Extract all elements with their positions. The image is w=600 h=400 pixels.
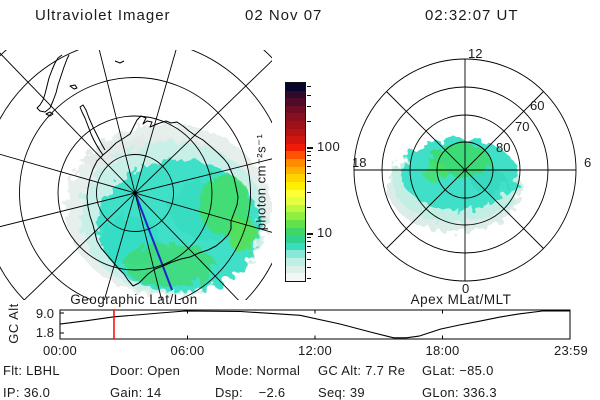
strip-xtick-label: 00:00 — [42, 343, 78, 358]
aurora-image-apex — [388, 138, 522, 232]
colorbar-label: photon cm⁻²s⁻¹ — [253, 133, 268, 231]
status-gcalt: GC Alt: 7.7 Re — [318, 363, 406, 378]
aurora-image-geographic — [66, 124, 270, 296]
strip-tick-marks — [60, 310, 443, 339]
colorbar — [285, 82, 306, 282]
geographic-caption: Geographic Lat/Lon — [70, 292, 198, 307]
status-gain: Gain: 14 — [110, 385, 162, 400]
apex-dial-panel: 12 18 6 0 60 70 80 — [352, 46, 591, 296]
mlat-label-60: 60 — [530, 98, 544, 113]
status-dsp: Dsp: −2.6 — [215, 385, 286, 400]
mlat-label-80: 80 — [496, 140, 510, 155]
ytick-9: 9.0 — [35, 306, 54, 321]
header-date: 02 Nov 07 — [245, 7, 323, 24]
mlt-label-0: 0 — [462, 281, 469, 296]
strip-frame — [59, 309, 571, 340]
page-title: Ultraviolet Imager — [35, 7, 171, 24]
status-flt: Flt: LBHL — [3, 363, 60, 378]
status-glat: GLat: −85.0 — [422, 363, 494, 378]
header-time: 02:32:07 UT — [425, 7, 519, 24]
status-door: Door: Open — [110, 363, 181, 378]
gc-alt-ylabel-wrap: GC Alt — [0, 302, 26, 344]
mlat-label-70: 70 — [515, 119, 529, 134]
status-seq: Seq: 39 — [318, 385, 365, 400]
geographic-map-panel — [0, 50, 272, 300]
mlt-label-12: 12 — [468, 46, 482, 61]
status-ip: IP: 36.0 — [3, 385, 51, 400]
strip-xtick-label: 12:00 — [297, 343, 333, 358]
status-mode: Mode: Normal — [215, 363, 301, 378]
colorbar-label-wrap: photon cm⁻²s⁻¹ — [248, 82, 274, 282]
ytick-1-8: 1.8 — [35, 325, 54, 340]
colorbar-ticks: 100 10 — [307, 82, 347, 282]
mlt-label-18: 18 — [352, 155, 366, 170]
mlt-label-6: 6 — [584, 155, 591, 170]
apex-grid — [353, 58, 577, 282]
coastlines — [36, 54, 239, 287]
strip-xtick-label: 18:00 — [425, 343, 460, 358]
geographic-grid — [0, 50, 272, 300]
gc-alt-strip — [59, 309, 571, 340]
colorbar-tick-label: 10 — [317, 225, 333, 240]
satellite-track-line — [134, 192, 173, 291]
gc-alt-curve — [59, 310, 570, 339]
colorbar-tick-label: 100 — [317, 139, 341, 154]
apex-caption: Apex MLat/MLT — [410, 292, 512, 307]
strip-xtick-label: 23:59 — [553, 343, 589, 358]
gc-alt-ylabel: GC Alt — [5, 302, 21, 344]
status-glon: GLon: 336.3 — [422, 385, 497, 400]
strip-xtick-label: 06:00 — [170, 343, 205, 358]
